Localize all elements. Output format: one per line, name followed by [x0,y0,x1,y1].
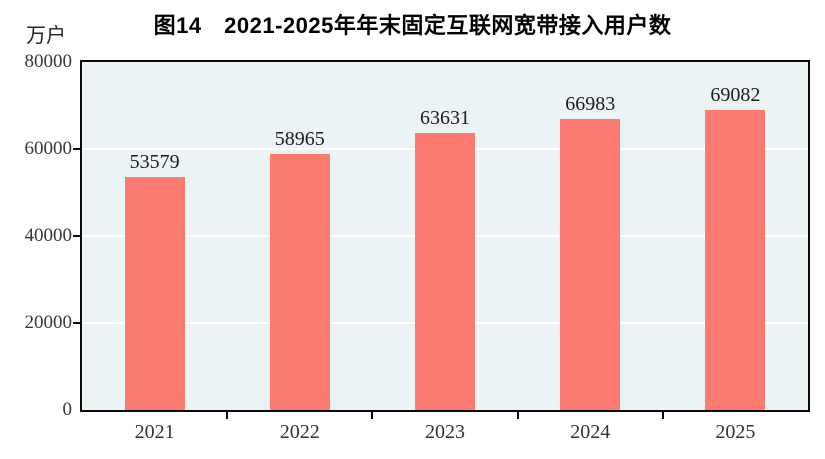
bar-value-label-2024: 66983 [565,92,616,115]
x-axis-tick-mark-3 [516,412,519,419]
y-axis-tick-label-0: 0 [62,399,73,420]
y-axis-tick-label-40000: 40000 [24,225,73,246]
y-axis-tick-label-60000: 60000 [24,138,73,159]
x-axis-tick-label-2025: 2025 [715,421,756,443]
y-axis-tick-mark-20000 [73,322,80,324]
bar-value-label-2021: 53579 [129,150,180,173]
x-axis-tick-label-2022: 2022 [279,421,320,443]
bar-2021 [124,176,185,410]
bar-2024 [560,118,621,410]
x-axis-tick-label-2021: 2021 [134,421,175,443]
x-axis-tick-mark-1 [226,412,229,419]
y-axis-unit-label: 万户 [26,25,66,47]
y-axis-tick-label-20000: 20000 [24,312,73,333]
y-axis-tick-label-80000: 80000 [24,51,73,72]
bar-value-label-2022: 58965 [274,127,325,150]
x-axis-tick-label-2024: 2024 [570,421,611,443]
x-axis-tick-label-2023: 2023 [425,421,465,443]
bar-2025 [705,109,766,410]
x-axis-tick-mark-4 [661,412,664,419]
chart-title: 图14 2021-2025年年末固定互联网宽带接入用户数 [153,13,672,38]
y-axis-tick-mark-60000 [73,148,80,150]
x-axis-tick-mark-2 [371,412,374,419]
bar-2023 [415,133,475,410]
plot-area: 53579 58965 63631 66983 69082 [80,60,810,412]
y-axis-tick-mark-40000 [73,235,80,237]
bar-2022 [269,153,330,410]
bar-value-label-2023: 63631 [420,107,470,130]
bar-value-label-2025: 69082 [710,83,761,106]
